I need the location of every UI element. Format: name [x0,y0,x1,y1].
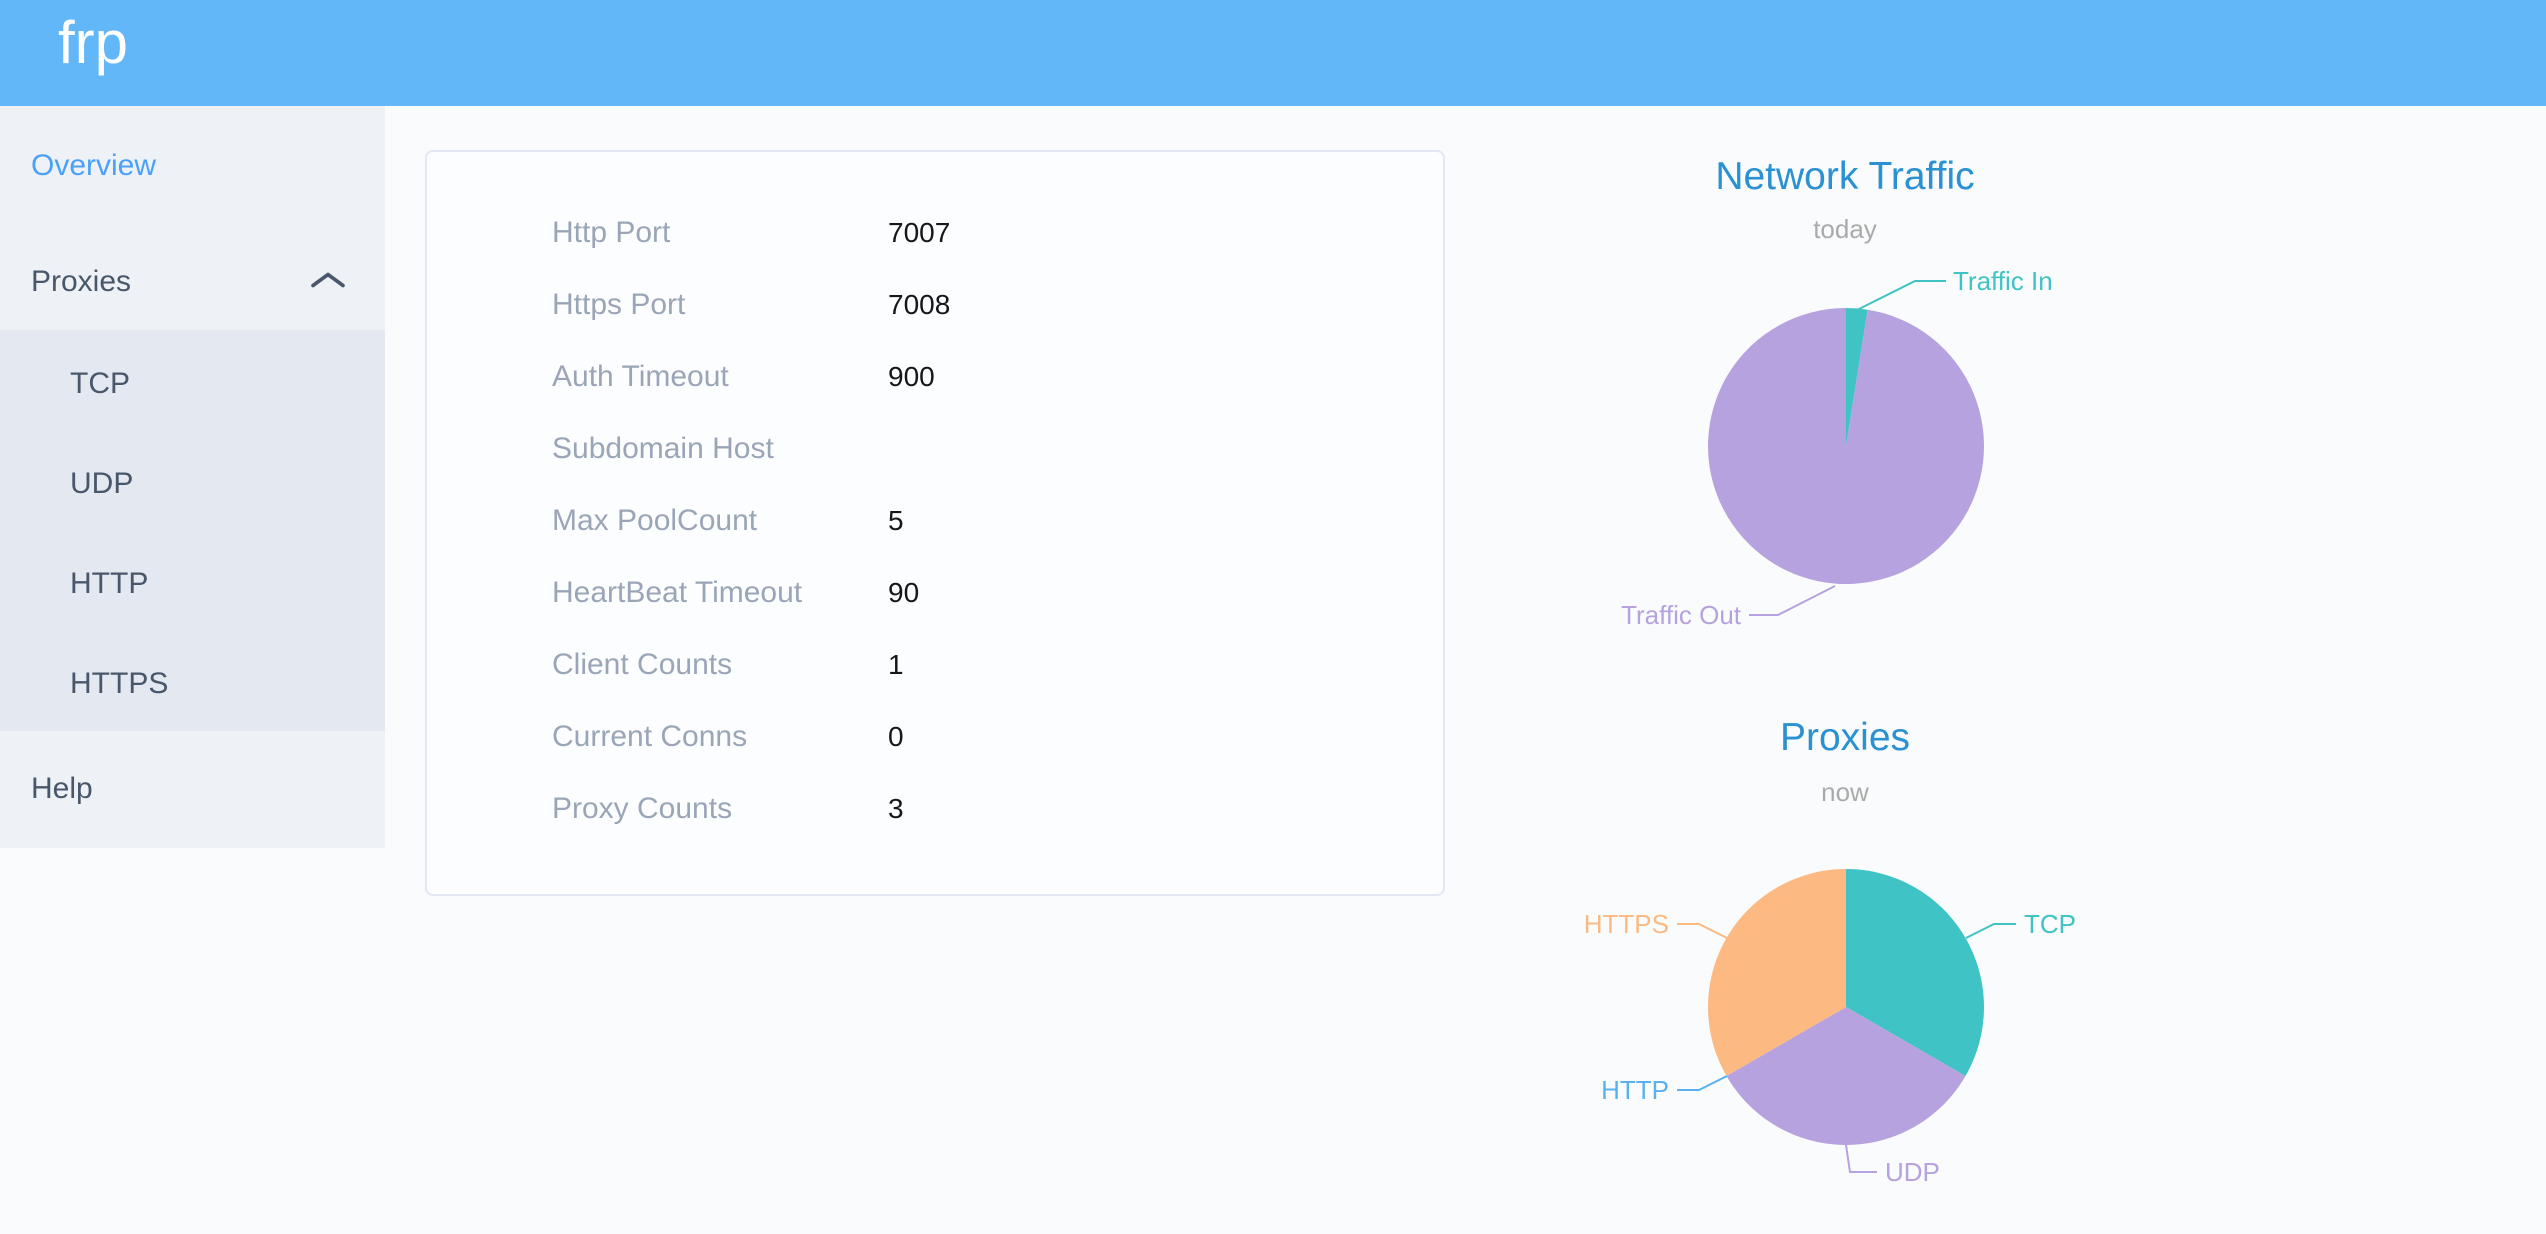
svg-text:now: now [1821,777,1869,807]
svg-text:Network Traffic: Network Traffic [1715,155,1974,198]
svg-text:HTTP: HTTP [1601,1075,1669,1105]
svg-text:Traffic In: Traffic In [1953,266,2053,296]
svg-text:HTTPS: HTTPS [1584,909,1669,939]
svg-text:today: today [1813,214,1877,244]
svg-text:UDP: UDP [1885,1157,1940,1187]
svg-text:TCP: TCP [2024,909,2076,939]
svg-text:Proxies: Proxies [1780,716,1910,759]
svg-text:Traffic Out: Traffic Out [1621,600,1742,630]
